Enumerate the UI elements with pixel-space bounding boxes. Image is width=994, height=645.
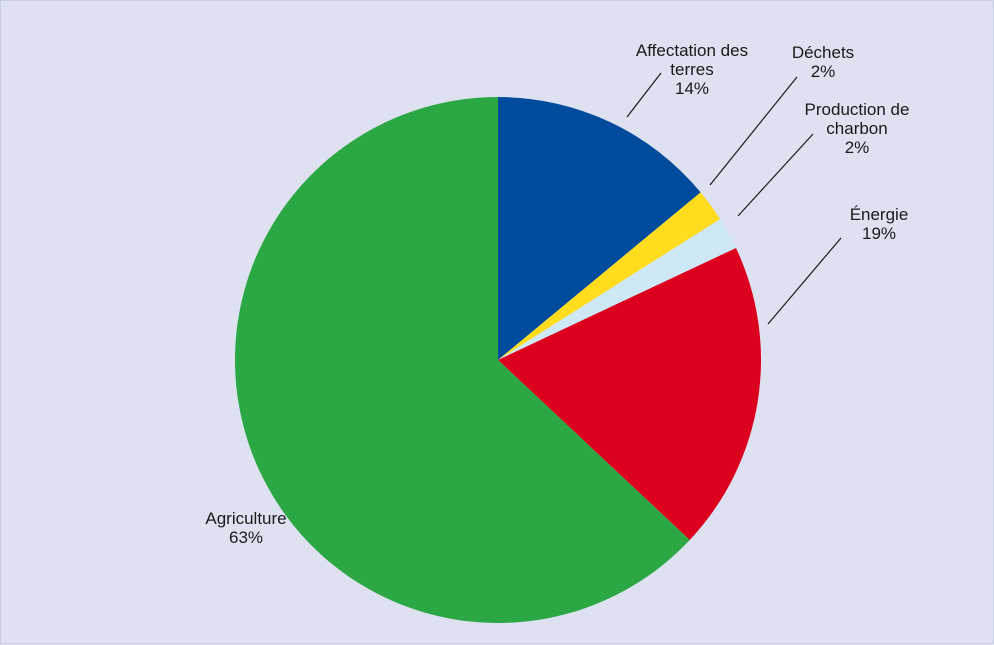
slice-label-energie: Énergie — [850, 205, 909, 224]
slice-label-affectation-des-terres: Affectation des — [636, 41, 748, 60]
slice-label-agriculture: Agriculture — [205, 509, 286, 528]
slices-layer — [235, 97, 762, 623]
leader-line-production-de-charbon — [737, 133, 814, 217]
value-label-dechets: 2% — [811, 62, 836, 81]
slice-label-affectation-des-terres: terres — [670, 60, 713, 79]
leader-line-energie — [767, 237, 842, 325]
leader-lines-layer — [626, 72, 842, 325]
slice-label-production-de-charbon: charbon — [826, 119, 887, 138]
pie-slice-energie — [498, 248, 762, 541]
value-label-agriculture: 63% — [229, 528, 263, 547]
leader-line-affectation-des-terres — [626, 72, 662, 118]
pie-slice-production-de-charbon — [498, 219, 736, 360]
slice-label-production-de-charbon: Production de — [805, 100, 910, 119]
value-label-energie: 19% — [862, 224, 896, 243]
slice-label-dechets: Déchets — [792, 43, 854, 62]
leader-line-dechets — [709, 76, 798, 186]
pie-slice-dechets — [498, 192, 721, 360]
labels-layer: Affectation desterres14%Déchets2%Product… — [205, 41, 909, 547]
value-label-production-de-charbon: 2% — [845, 138, 870, 157]
pie-slice-agriculture — [235, 97, 690, 623]
value-label-affectation-des-terres: 14% — [675, 79, 709, 98]
pie-slice-affectation-des-terres — [498, 97, 701, 360]
